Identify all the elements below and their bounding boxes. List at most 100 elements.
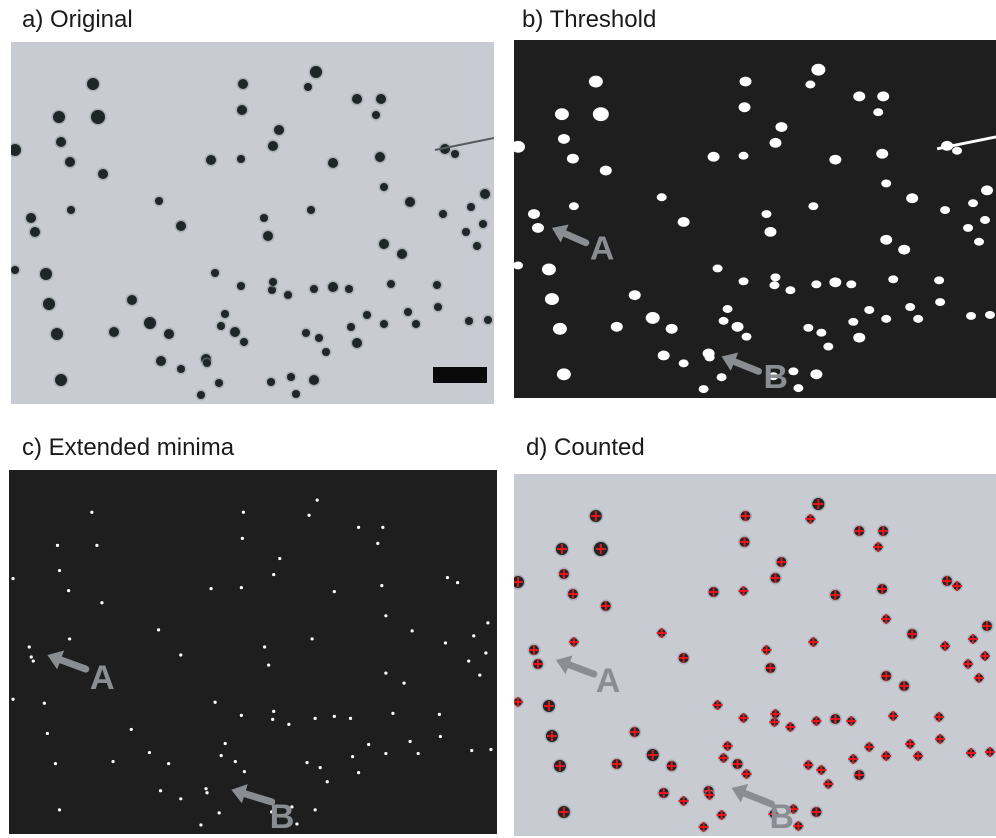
particle: [322, 348, 330, 356]
threshold-blob: [544, 293, 559, 306]
threshold-blob: [966, 311, 977, 320]
threshold-blob: [805, 80, 816, 89]
threshold-blob: [557, 133, 570, 144]
minima-point: [313, 808, 317, 812]
minima-point: [111, 759, 115, 764]
arrow-a-letter: A: [596, 662, 621, 700]
count-marker: [846, 716, 857, 726]
count-marker: [864, 742, 875, 752]
minima-point: [11, 576, 15, 581]
count-marker: [854, 526, 865, 536]
count-marker: [738, 713, 749, 723]
threshold-blob: [940, 206, 951, 215]
threshold-blob: [952, 146, 963, 155]
arrow-b-head: [731, 783, 749, 803]
minima-point: [167, 762, 171, 766]
particle: [56, 137, 66, 147]
minima-point: [90, 510, 94, 514]
count-marker: [830, 714, 841, 724]
minima-point: [129, 727, 133, 732]
minima-point: [384, 751, 388, 756]
panel-c-label: c) Extended minima: [22, 434, 235, 461]
count-marker: [785, 722, 796, 732]
minima-point: [384, 614, 388, 618]
particle: [267, 378, 275, 386]
count-marker: [656, 628, 667, 638]
threshold-blob: [738, 151, 749, 160]
micrograph-background: [11, 42, 494, 404]
count-marker: [811, 716, 822, 726]
arrow-a-letter: A: [90, 659, 115, 697]
minima-point: [31, 659, 35, 663]
minima-point: [205, 791, 209, 795]
particle: [40, 268, 52, 280]
threshold-background: [514, 40, 996, 398]
threshold-blob: [881, 314, 892, 323]
particle: [404, 308, 412, 316]
count-marker: [966, 748, 977, 758]
minima-point: [472, 634, 476, 638]
particle: [164, 329, 174, 339]
threshold-blob: [514, 261, 523, 270]
threshold-blob: [588, 75, 603, 88]
particle: [240, 338, 248, 346]
particle: [372, 111, 380, 119]
minima-point: [478, 673, 482, 677]
minima-point: [11, 697, 15, 701]
arrow-a-shaft: [561, 230, 590, 247]
arrow-a-head: [47, 650, 65, 670]
minima-point: [199, 823, 203, 827]
particle: [30, 227, 40, 237]
particle: [397, 249, 407, 259]
count-marker: [881, 751, 892, 761]
count-marker: [554, 761, 565, 771]
threshold-blob: [628, 290, 641, 301]
particle: [55, 374, 67, 386]
particle: [217, 322, 225, 330]
minima-point: [179, 797, 183, 801]
count-marker: [740, 511, 751, 521]
threshold-blob: [698, 385, 709, 394]
threshold-blob: [963, 223, 974, 232]
count-marker: [611, 759, 622, 769]
minima-point: [57, 808, 62, 812]
threshold-blob: [980, 216, 991, 224]
particle: [480, 189, 490, 199]
minima-point: [68, 637, 72, 641]
particle: [376, 94, 386, 104]
count-marker: [514, 577, 523, 587]
particle: [268, 286, 276, 294]
arrow-a-head: [555, 655, 573, 675]
count-marker: [765, 663, 776, 673]
particle: [274, 125, 284, 135]
panel-a-label: a) Original: [22, 6, 133, 33]
count-marker: [813, 499, 824, 509]
count-marker: [940, 641, 951, 651]
minima-point: [223, 741, 227, 746]
particle: [439, 210, 447, 218]
threshold-blob: [876, 148, 889, 159]
particle: [462, 228, 470, 236]
particle: [176, 221, 186, 231]
particle: [302, 329, 310, 337]
arrow-a-shaft: [57, 656, 90, 673]
particle: [87, 78, 99, 90]
threshold-blob: [566, 153, 579, 164]
count-marker: [568, 637, 579, 647]
particle: [310, 66, 322, 78]
arrow-b-head: [721, 352, 739, 371]
threshold-blob: [811, 63, 826, 76]
minima-point: [66, 589, 71, 593]
minima-point: [272, 709, 276, 713]
particle: [479, 220, 487, 228]
count-marker: [899, 681, 910, 691]
minima-point: [29, 655, 33, 659]
count-marker: [952, 581, 963, 591]
threshold-blob: [853, 91, 866, 102]
count-marker: [741, 769, 752, 779]
count-marker: [811, 807, 822, 817]
count-marker: [968, 634, 979, 644]
particle: [237, 155, 245, 163]
minima-point: [410, 629, 414, 633]
minima-point: [42, 701, 46, 705]
